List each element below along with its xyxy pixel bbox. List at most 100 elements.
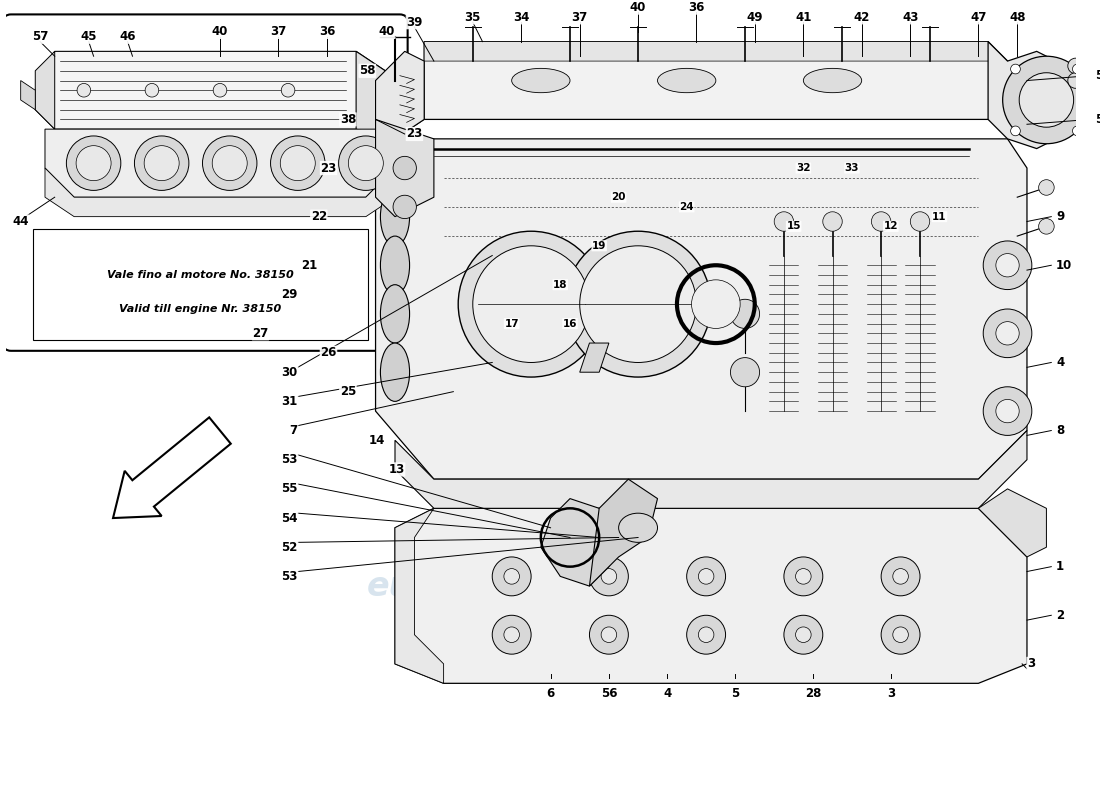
Text: 50: 50 — [1094, 113, 1100, 126]
Text: 37: 37 — [271, 26, 286, 38]
Circle shape — [492, 615, 531, 654]
Text: 36: 36 — [319, 26, 336, 38]
FancyBboxPatch shape — [33, 230, 367, 340]
Text: 33: 33 — [845, 163, 859, 173]
Text: 15: 15 — [786, 222, 801, 231]
Text: 40: 40 — [378, 26, 395, 38]
Circle shape — [1020, 73, 1074, 127]
Circle shape — [698, 627, 714, 642]
Text: 54: 54 — [282, 511, 298, 525]
Circle shape — [459, 231, 604, 377]
Text: 19: 19 — [592, 241, 606, 251]
Circle shape — [1068, 58, 1084, 74]
FancyArrow shape — [113, 418, 231, 518]
Text: 10: 10 — [1056, 258, 1072, 272]
Text: 39: 39 — [406, 16, 422, 29]
Text: 24: 24 — [680, 202, 694, 212]
Text: 34: 34 — [514, 11, 529, 24]
Text: 53: 53 — [282, 454, 298, 466]
Circle shape — [881, 615, 920, 654]
Text: 4: 4 — [1056, 356, 1065, 369]
Text: 2: 2 — [1056, 609, 1065, 622]
Text: 9: 9 — [1056, 210, 1065, 223]
Circle shape — [393, 156, 417, 180]
Polygon shape — [395, 430, 1027, 508]
Text: 47: 47 — [970, 11, 987, 24]
Circle shape — [339, 136, 393, 190]
Text: 18: 18 — [553, 280, 568, 290]
Text: 57: 57 — [32, 30, 48, 43]
Circle shape — [282, 83, 295, 97]
Circle shape — [730, 299, 760, 329]
Text: 25: 25 — [340, 385, 356, 398]
Polygon shape — [978, 489, 1046, 557]
Text: 36: 36 — [689, 1, 705, 14]
Text: 35: 35 — [464, 11, 481, 24]
Circle shape — [1038, 180, 1054, 195]
Circle shape — [601, 569, 617, 584]
Circle shape — [983, 241, 1032, 290]
Text: 7: 7 — [289, 424, 298, 437]
Text: 43: 43 — [902, 11, 918, 24]
Text: 46: 46 — [120, 30, 136, 43]
Text: eurospares: eurospares — [367, 570, 579, 602]
Circle shape — [784, 557, 823, 596]
Text: 4: 4 — [663, 686, 671, 699]
Circle shape — [565, 231, 711, 377]
Polygon shape — [425, 42, 1008, 119]
Text: 27: 27 — [252, 327, 268, 340]
Text: 6: 6 — [547, 686, 554, 699]
Polygon shape — [45, 129, 395, 197]
Circle shape — [795, 627, 811, 642]
Polygon shape — [35, 51, 395, 129]
Circle shape — [1072, 64, 1082, 74]
Circle shape — [1072, 126, 1082, 136]
Ellipse shape — [803, 68, 861, 93]
Text: eurospares: eurospares — [696, 426, 871, 454]
Text: 11: 11 — [932, 212, 947, 222]
Circle shape — [996, 399, 1020, 422]
Circle shape — [601, 627, 617, 642]
Circle shape — [730, 358, 760, 386]
Circle shape — [473, 246, 590, 362]
Circle shape — [134, 136, 189, 190]
Circle shape — [280, 146, 316, 181]
Text: 22: 22 — [310, 210, 327, 223]
Circle shape — [504, 569, 519, 584]
Circle shape — [504, 627, 519, 642]
Circle shape — [698, 569, 714, 584]
Circle shape — [686, 557, 726, 596]
Polygon shape — [395, 508, 443, 683]
Text: 51: 51 — [1094, 69, 1100, 82]
Ellipse shape — [618, 513, 658, 542]
Circle shape — [580, 246, 696, 362]
Circle shape — [393, 195, 417, 218]
Text: 53: 53 — [282, 570, 298, 583]
Circle shape — [492, 557, 531, 596]
Ellipse shape — [512, 68, 570, 93]
FancyBboxPatch shape — [3, 14, 408, 351]
Circle shape — [893, 627, 909, 642]
Text: 13: 13 — [388, 463, 405, 476]
Text: 42: 42 — [854, 11, 870, 24]
Circle shape — [66, 136, 121, 190]
Circle shape — [871, 212, 891, 231]
Text: 48: 48 — [1009, 11, 1025, 24]
Circle shape — [996, 254, 1020, 277]
Ellipse shape — [381, 187, 409, 246]
Text: 29: 29 — [282, 288, 298, 301]
Text: 14: 14 — [368, 434, 385, 446]
Circle shape — [202, 136, 257, 190]
Polygon shape — [21, 81, 35, 110]
Text: 52: 52 — [282, 541, 298, 554]
Polygon shape — [375, 119, 1027, 479]
Circle shape — [996, 322, 1020, 345]
Circle shape — [795, 569, 811, 584]
Circle shape — [1038, 218, 1054, 234]
Circle shape — [692, 280, 740, 329]
Polygon shape — [988, 42, 1056, 149]
Circle shape — [881, 557, 920, 596]
Ellipse shape — [658, 68, 716, 93]
Text: 23: 23 — [406, 127, 422, 141]
Text: 38: 38 — [340, 113, 356, 126]
